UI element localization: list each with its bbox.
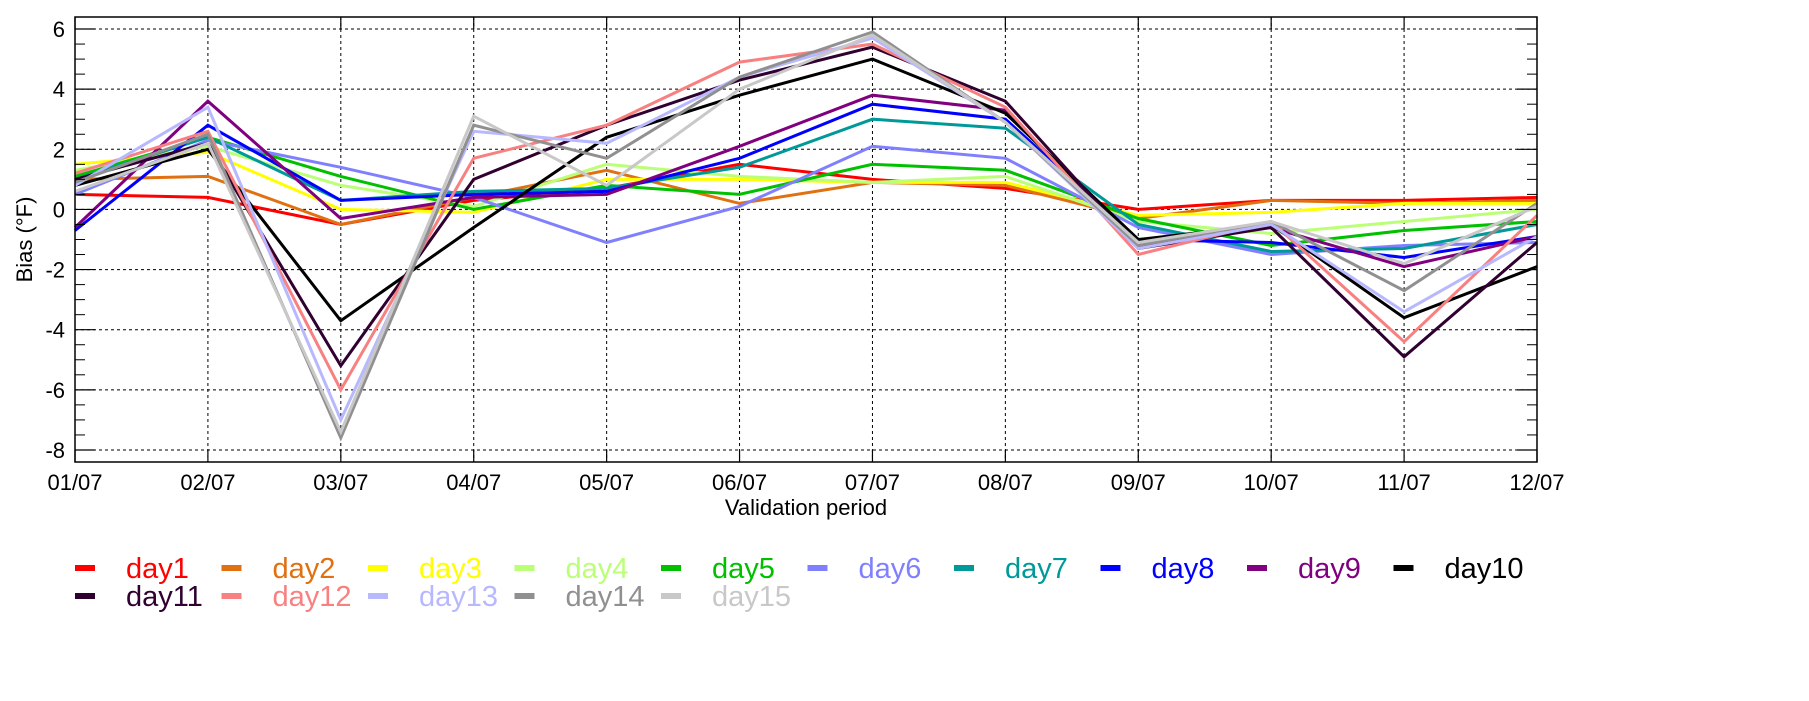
y-tick-label: -8 bbox=[45, 438, 65, 463]
legend-label-day14: day14 bbox=[566, 581, 645, 613]
legend-label-day5: day5 bbox=[712, 553, 775, 585]
legend-label-day11: day11 bbox=[126, 581, 203, 613]
y-tick-label: 4 bbox=[53, 77, 65, 102]
x-tick-labels: 01/07 02/07 03/07 04/07 05/07 06/07 07/07 08/07… bbox=[47, 470, 1564, 495]
legend-label-day2: day2 bbox=[273, 553, 336, 585]
x-tick-label: 08/07 bbox=[978, 470, 1033, 495]
series-line-day8 bbox=[74, 102, 1538, 260]
y-tick-label: -2 bbox=[45, 258, 65, 283]
y-tick-label: 2 bbox=[53, 137, 65, 162]
series-line-day7 bbox=[74, 117, 1538, 254]
series-lines bbox=[73, 30, 1539, 442]
x-tick-label: 05/07 bbox=[579, 470, 634, 495]
legend-label-day7: day7 bbox=[1005, 553, 1068, 585]
series-line-day12 bbox=[74, 42, 1539, 393]
x-tick-label: 06/07 bbox=[712, 470, 767, 495]
legend-label-day8: day8 bbox=[1152, 553, 1215, 585]
x-tick-label: 07/07 bbox=[845, 470, 900, 495]
legend-label-day12: day12 bbox=[273, 581, 352, 613]
legend-label-day6: day6 bbox=[859, 553, 922, 585]
y-tick-label: -6 bbox=[45, 378, 65, 403]
x-axis-title: Validation period bbox=[725, 495, 887, 520]
x-tick-label: 04/07 bbox=[446, 470, 501, 495]
y-tick-labels: 6 4 2 0 -2 -4 -6 -8 bbox=[45, 17, 65, 463]
series-line-day15 bbox=[74, 33, 1538, 436]
x-tick-label: 12/07 bbox=[1509, 470, 1564, 495]
y-tick-label: 0 bbox=[53, 197, 65, 222]
y-axis-title: Bias (°F) bbox=[12, 197, 37, 283]
x-tick-label: 10/07 bbox=[1244, 470, 1299, 495]
legend-label-day1: day1 bbox=[126, 553, 189, 585]
x-tick-label: 11/07 bbox=[1377, 470, 1430, 495]
legend-label-day13: day13 bbox=[419, 581, 498, 613]
legend-label-day4: day4 bbox=[566, 553, 629, 585]
legend-label-day15: day15 bbox=[712, 581, 791, 613]
series-line-day6 bbox=[74, 138, 1538, 257]
legend-label-day3: day3 bbox=[419, 553, 482, 585]
series-line-day2 bbox=[74, 168, 1538, 227]
x-tick-label: 09/07 bbox=[1111, 470, 1166, 495]
x-tick-label: 03/07 bbox=[313, 470, 368, 495]
series-line-day13 bbox=[74, 36, 1538, 424]
x-tick-label: 01/07 bbox=[47, 470, 102, 495]
y-tick-label: 6 bbox=[53, 17, 65, 42]
x-tick-label: 02/07 bbox=[180, 470, 235, 495]
axis-ticks bbox=[74, 17, 1538, 462]
legend-label-day9: day9 bbox=[1298, 553, 1361, 585]
legend: day1 day2 day3 day4 day5 day6 day7 day8 day9 day1… bbox=[75, 553, 1524, 613]
y-tick-label: -4 bbox=[45, 318, 65, 343]
legend-label-day10: day10 bbox=[1445, 553, 1524, 585]
